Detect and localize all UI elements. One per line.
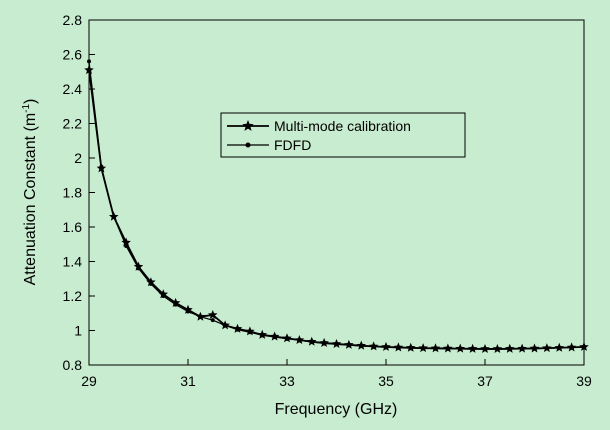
data-point-dot: [483, 347, 487, 352]
data-point-dot: [557, 345, 562, 350]
y-tick-label: 2.4: [63, 81, 83, 97]
y-axis-label: Attenuation Constant (m-1): [21, 99, 39, 286]
y-tick-label: 1.6: [63, 219, 83, 235]
data-point-dot: [136, 266, 141, 271]
data-point-dot: [272, 335, 277, 340]
data-point-star: [121, 237, 131, 247]
y-axis-label-superscript: -1: [21, 104, 32, 113]
y-tick-label: 2: [74, 150, 82, 166]
data-point-dot: [569, 345, 574, 350]
series-line-multi-mode-calibration: [88, 69, 585, 350]
data-point-dot: [198, 314, 203, 319]
data-point-dot: [334, 342, 339, 347]
data-point-dot: [470, 347, 475, 352]
data-point-dot: [582, 345, 586, 350]
y-tick-label: 2.6: [63, 47, 83, 63]
data-point-dot: [111, 214, 116, 219]
y-tick-label: 1.4: [63, 254, 83, 270]
data-point-dot: [223, 323, 228, 328]
data-point-dot: [173, 302, 178, 307]
series-multi-mode-calibration: [84, 65, 589, 353]
series-fdfd: [87, 59, 586, 352]
data-point-dot: [161, 294, 166, 298]
data-point-star: [84, 65, 94, 75]
data-point-dot: [210, 318, 215, 323]
x-tick-label: 33: [279, 373, 295, 389]
legend-star-marker: [242, 120, 254, 131]
y-tick-label: 2.8: [63, 12, 83, 28]
data-point-dot: [507, 346, 512, 351]
data-point-dot: [408, 346, 413, 351]
data-point-dot: [322, 341, 327, 346]
data-point-dot: [433, 346, 438, 351]
data-point-star: [158, 289, 169, 299]
data-point-dot: [495, 347, 500, 352]
data-point-dot: [532, 346, 537, 351]
data-point-dot: [520, 346, 525, 351]
y-tick-label: 2.2: [63, 116, 83, 132]
y-tick-label: 0.8: [63, 357, 83, 373]
x-tick-label: 35: [378, 373, 394, 389]
data-point-dot: [186, 309, 190, 314]
data-point-dot: [371, 344, 376, 349]
data-point-star: [207, 309, 218, 320]
data-point-dot: [247, 330, 252, 335]
data-point-dot: [87, 59, 91, 64]
x-tick-label: 37: [477, 373, 493, 389]
data-point-dot: [99, 164, 104, 169]
y-tick-label: 1.8: [63, 185, 83, 201]
data-point-dot: [260, 333, 265, 338]
data-point-dot: [309, 340, 314, 345]
data-point-dot: [297, 338, 302, 343]
data-point-dot: [458, 346, 463, 351]
data-point-dot: [346, 343, 351, 348]
x-axis: 29 31 33 35 37 39: [81, 359, 592, 389]
data-point-dot: [445, 346, 450, 351]
data-point-dot: [544, 346, 549, 351]
data-point-star: [146, 277, 156, 287]
series-line-fdfd: [88, 61, 585, 350]
data-point-dot: [285, 336, 289, 341]
data-point-dot: [396, 345, 401, 350]
y-axis-label-main: Attenuation Constant (m: [22, 113, 39, 286]
series-layer: [84, 59, 589, 353]
legend-label-multi-mode: Multi-mode calibration: [274, 118, 411, 134]
data-point-dot: [124, 243, 129, 248]
data-point-star: [170, 297, 181, 307]
data-point-dot: [359, 344, 364, 349]
data-point-star: [133, 261, 144, 271]
data-point-dot: [384, 345, 388, 350]
y-axis: 0.8 1 1.2 1.4 1.6 1.8 2 2.2 2.4 2.6 2.8: [63, 12, 95, 373]
legend-item-multi-mode-calibration: Multi-mode calibration: [227, 118, 411, 134]
plot-area: [88, 19, 585, 366]
y-tick-label: 1: [74, 323, 82, 339]
data-point-dot: [421, 346, 426, 351]
x-tick-label: 39: [576, 373, 592, 389]
x-tick-label: 31: [180, 373, 196, 389]
legend-item-fdfd: FDFD: [227, 137, 311, 153]
data-point-star: [183, 304, 193, 314]
x-tick-label: 29: [81, 373, 97, 389]
legend-box: [220, 112, 466, 158]
x-axis-label: Frequency (GHz): [275, 401, 398, 418]
legend: Multi-mode calibration FDFD: [220, 112, 466, 158]
legend-label-fdfd: FDFD: [274, 137, 311, 153]
y-tick-label: 1.2: [63, 288, 83, 304]
legend-dot-marker: [245, 142, 251, 148]
y-axis-label-suffix: ): [22, 99, 39, 104]
data-point-dot: [148, 281, 153, 286]
data-point-dot: [235, 327, 240, 332]
